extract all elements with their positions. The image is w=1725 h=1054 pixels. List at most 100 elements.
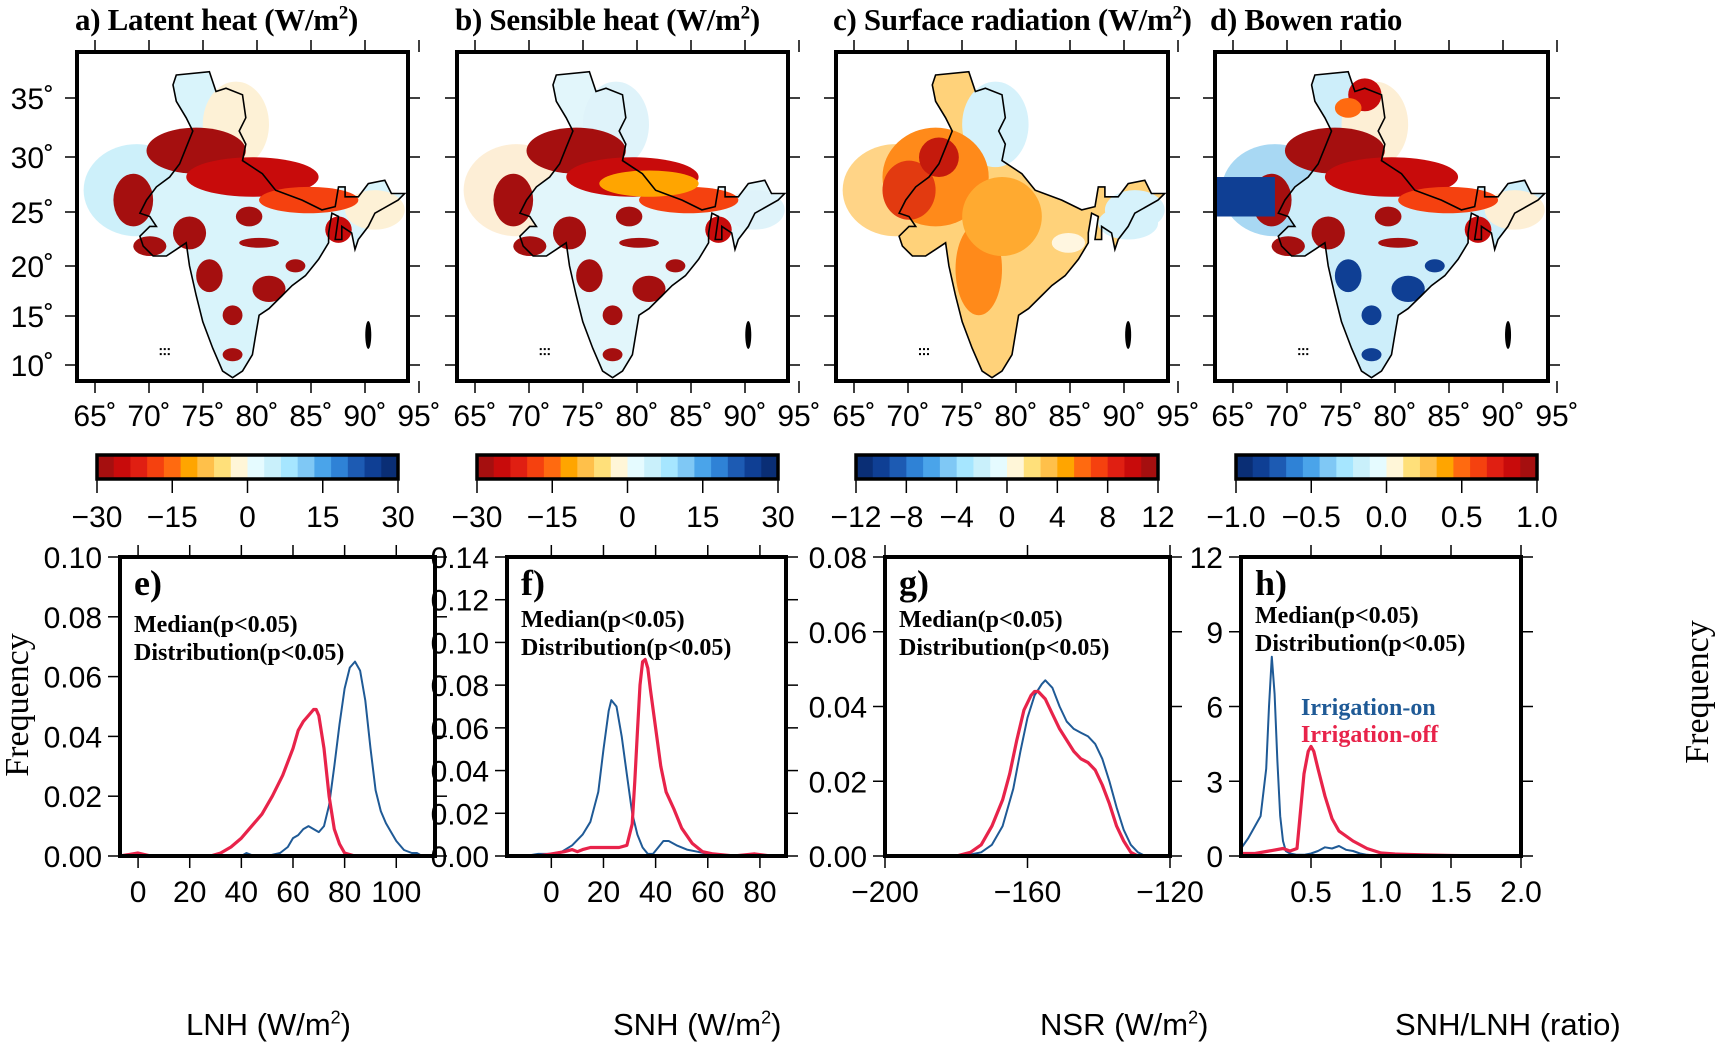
lon-tick-label: 90˚ — [1102, 400, 1145, 433]
lon-tick-label: 75˚ — [181, 400, 224, 433]
lon-tick-label: 80˚ — [994, 400, 1037, 433]
x-tick-label: 1.0 — [1360, 876, 1402, 909]
island-dot — [543, 348, 546, 351]
map-shading — [1361, 348, 1382, 362]
map-shading — [1098, 206, 1159, 240]
map-shading — [113, 173, 154, 227]
colorbar-b: −30 −15 0 15 30 — [452, 453, 795, 534]
island-dot — [1306, 353, 1309, 356]
colorbar-swatch — [1269, 455, 1287, 479]
y-tick-label: 0.14 — [431, 542, 489, 575]
colorbar-swatch — [1124, 455, 1142, 479]
y-tick-label: 3 — [1206, 766, 1223, 799]
india-outline — [138, 70, 407, 379]
colorbar-swatch — [247, 455, 265, 479]
colorbar-swatch — [314, 455, 332, 479]
colorbar-swatch — [97, 455, 115, 479]
colorbar-swatch — [956, 455, 975, 479]
map-shading — [1334, 98, 1362, 118]
colorbar-tick-label: 12 — [1141, 501, 1174, 534]
map-shading — [172, 216, 207, 250]
y-tick-label: 0.08 — [44, 602, 102, 635]
colorbar-tick-label: −15 — [147, 501, 198, 534]
colorbar-swatch — [1236, 455, 1254, 479]
map-shading — [552, 216, 587, 250]
y-tick-label: 9 — [1206, 617, 1223, 650]
island-dot — [927, 353, 929, 356]
x-tick-label: 2.0 — [1500, 876, 1542, 909]
map-shading — [1378, 237, 1419, 248]
x-tick-label: 0 — [130, 876, 147, 909]
map-shading — [725, 190, 785, 230]
colorbar-swatch — [477, 455, 495, 479]
colorbar-swatch — [923, 455, 941, 479]
stat-annotation-distribution: Distribution(p<0.05) — [134, 640, 344, 666]
island-dot — [163, 348, 166, 351]
y-tick-label: 0.06 — [431, 713, 489, 746]
colorbar-swatch — [1369, 455, 1388, 479]
x-tick-label: 40 — [639, 876, 672, 909]
colorbar-swatch — [381, 455, 399, 479]
map-shading — [1398, 186, 1499, 214]
panel-b-title: b) Sensible heat (W/m2) — [455, 2, 760, 37]
colorbar-c: −12 −8 −4 0 4 8 12 — [831, 453, 1175, 534]
colorbar-tick-label: 0 — [619, 501, 636, 534]
lon-tick-label: 70˚ — [127, 400, 170, 433]
lat-tick-label: 25˚ — [11, 197, 54, 230]
colorbar-swatch — [856, 455, 874, 479]
map-shading — [222, 348, 243, 362]
lon-tick-label: 85˚ — [1048, 400, 1091, 433]
y-tick-label: 0.00 — [44, 841, 102, 874]
y-axis-label-right: Frequency — [1679, 620, 1716, 764]
y-tick-label: 12 — [1190, 542, 1223, 575]
lon-tick-label: 65˚ — [453, 400, 496, 433]
xlabel-g: NSR (W/m2) — [1040, 1007, 1209, 1042]
map-shading — [602, 305, 623, 326]
map-shading — [222, 305, 243, 326]
y-axis-label: Frequency — [0, 633, 36, 777]
x-tick-label: 40 — [225, 876, 258, 909]
map-shading — [1391, 275, 1425, 303]
lon-tick-label: 85˚ — [1427, 400, 1470, 433]
map-shading — [665, 259, 686, 273]
stat-annotation-distribution: Distribution(p<0.05) — [1255, 631, 1465, 657]
colorbar-swatch — [230, 455, 249, 479]
colorbar-tick-label: −12 — [831, 501, 882, 534]
island-dot — [927, 348, 929, 351]
plot-panel-f: 0 20 40 60 80 0.00 0.02 0.04 0.06 0.08 0.10 0.12 0.1… — [431, 542, 798, 909]
island-dot — [1302, 353, 1305, 356]
colorbar-tick-label: 15 — [306, 501, 339, 534]
stat-annotation-distribution: Distribution(p<0.05) — [521, 635, 731, 661]
stat-annotation-median: Median(p<0.05) — [899, 607, 1063, 633]
x-tick-label: −120 — [1136, 876, 1204, 909]
colorbar-swatch — [1319, 455, 1337, 479]
y-tick-label: 0.00 — [431, 841, 489, 874]
colorbar-swatch — [1090, 455, 1109, 479]
colorbar-tick-label: 0 — [239, 501, 256, 534]
series-line-irrigation-on — [938, 679, 1153, 857]
colorbar-swatch — [1419, 455, 1438, 479]
map-frame — [455, 50, 790, 383]
colorbar-tick-label: 1.0 — [1516, 501, 1558, 534]
colorbar-tick-label: −4 — [940, 501, 974, 534]
colorbar-swatch — [889, 455, 907, 479]
island-dot — [919, 353, 921, 356]
plot-panel-g: −200 −160 −120 0.00 0.02 0.04 0.06 0.08 g) Median… — [809, 542, 1204, 909]
andaman-islands — [745, 320, 752, 349]
colorbar-swatch — [180, 455, 198, 479]
stat-annotation-median: Median(p<0.05) — [134, 612, 298, 638]
lon-tick-label: 70˚ — [886, 400, 929, 433]
lon-tick-label: 90˚ — [343, 400, 386, 433]
colorbar-swatch — [130, 455, 148, 479]
colorbar-tick-label: −30 — [72, 501, 123, 534]
x-tick-label: 60 — [691, 876, 724, 909]
colorbar-swatch — [990, 455, 1008, 479]
xlabel-e: LNH (W/m2) — [186, 1007, 351, 1042]
colorbar-swatch — [543, 455, 562, 479]
colorbar-swatch — [973, 455, 991, 479]
map-panel-b: 65˚ 70˚ 75˚ 80˚ 85˚ 90˚ 95˚ — [445, 40, 821, 433]
island-dot — [547, 353, 550, 356]
colorbar-tick-label: 30 — [381, 501, 414, 534]
lon-tick-label: 95˚ — [1156, 400, 1199, 433]
